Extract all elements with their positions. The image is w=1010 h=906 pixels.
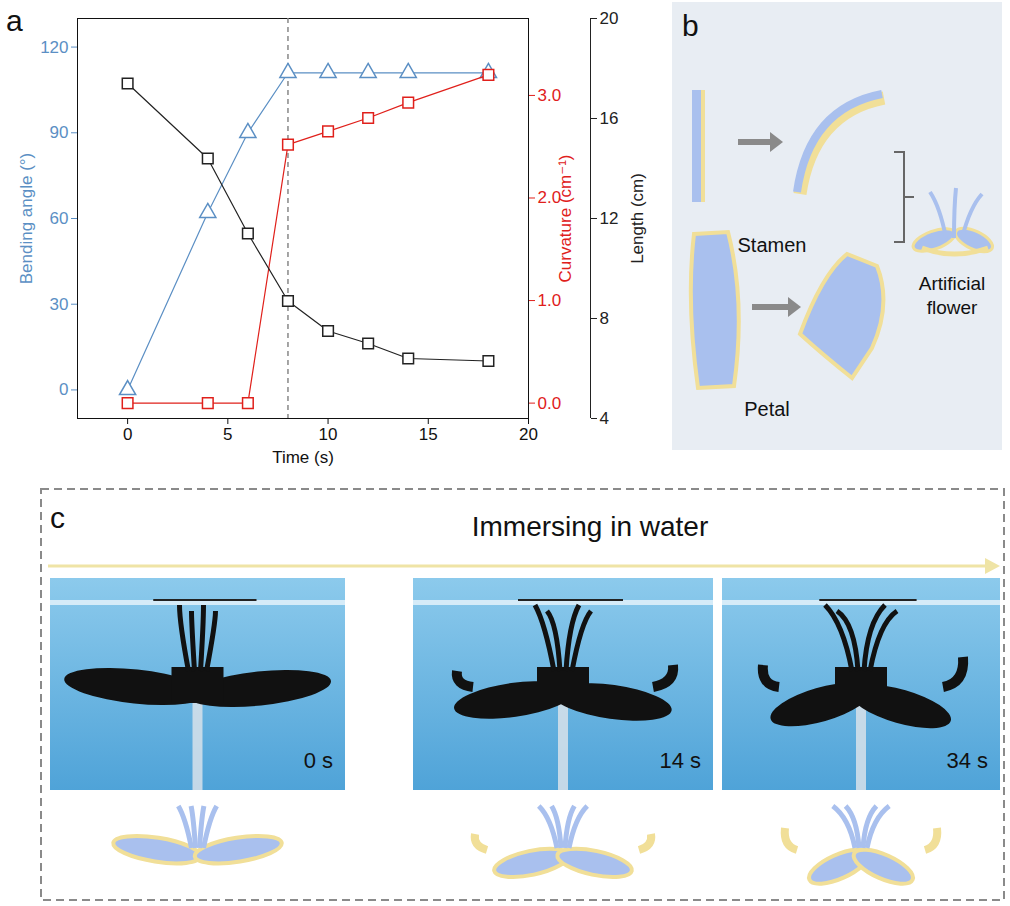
svg-text:Petal: Petal (744, 398, 790, 420)
svg-text:Immersing in water: Immersing in water (472, 511, 709, 542)
svg-text:20: 20 (600, 9, 619, 28)
svg-text:120: 120 (40, 38, 68, 57)
svg-text:20: 20 (519, 425, 538, 444)
svg-text:0.0: 0.0 (538, 394, 562, 413)
svg-text:90: 90 (50, 123, 69, 142)
svg-text:2.0: 2.0 (537, 188, 562, 208)
svg-text:c: c (50, 501, 65, 534)
svg-text:Bending angle (°): Bending angle (°) (17, 153, 36, 285)
svg-text:0 s: 0 s (304, 748, 333, 773)
svg-text:flower: flower (927, 297, 978, 318)
html-text:a: a (6, 4, 23, 37)
svg-text:0: 0 (59, 380, 68, 399)
svg-text:b: b (682, 9, 699, 42)
svg-text:3.0: 3.0 (538, 86, 562, 105)
svg-text:Artificial: Artificial (919, 273, 986, 294)
svg-text:Time (s): Time (s) (272, 448, 334, 467)
svg-text:Stamen: Stamen (738, 234, 807, 256)
svg-text:Curvature (cm⁻¹): Curvature (cm⁻¹) (556, 155, 575, 283)
svg-text:34 s: 34 s (946, 748, 988, 773)
svg-text:4: 4 (600, 409, 609, 428)
svg-text:30: 30 (50, 295, 69, 314)
svg-text:1.0: 1.0 (538, 291, 562, 310)
svg-text:14 s: 14 s (659, 748, 701, 773)
svg-text:60: 60 (50, 209, 69, 228)
svg-text:15: 15 (419, 425, 438, 444)
svg-text:8: 8 (600, 309, 609, 328)
svg-text:10: 10 (319, 425, 338, 444)
svg-text:12: 12 (600, 209, 619, 228)
svg-text:Length (cm): Length (cm) (628, 173, 647, 264)
svg-text:5: 5 (223, 425, 232, 444)
svg-text:16: 16 (600, 109, 619, 128)
svg-text:0: 0 (123, 425, 132, 444)
